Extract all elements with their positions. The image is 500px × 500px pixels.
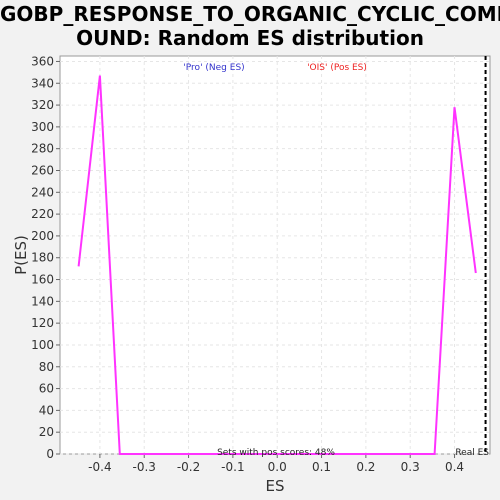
- series-layer: [77, 75, 477, 455]
- x-tick-label: 0.0: [268, 460, 287, 474]
- neg-es-label: 'Pro' (Neg ES): [183, 63, 244, 73]
- chart-title-line-2: OUND: Random ES distribution: [76, 26, 424, 50]
- x-tick-label: 0.1: [312, 460, 331, 474]
- plot-area: [59, 55, 491, 455]
- y-tick-label: 320: [31, 98, 54, 112]
- y-tick-label: 220: [31, 207, 54, 221]
- pos-scores-annotation: Sets with pos scores: 48%: [217, 448, 335, 458]
- y-tick-label: 0: [46, 447, 54, 461]
- y-tick-label: 80: [39, 360, 54, 374]
- pos-es-label: 'OIS' (Pos ES): [307, 63, 367, 73]
- x-tick-label: 0.2: [356, 460, 375, 474]
- y-axis-ticks: 0 20 40 60 80 100 120 140 160 180 200 220 240 260 280 3…: [31, 54, 60, 461]
- grid-lines: [60, 56, 490, 455]
- x-tick-label: 0.4: [445, 460, 464, 474]
- x-tick-label: -0.1: [221, 460, 244, 474]
- y-tick-label: 120: [31, 316, 54, 330]
- y-tick-label: 160: [31, 273, 54, 287]
- chart-title: GOBP_RESPONSE_TO_ORGANIC_CYCLIC_COMP OUN…: [0, 2, 500, 50]
- x-tick-label: -0.4: [88, 460, 111, 474]
- y-tick-label: 180: [31, 251, 54, 265]
- y-tick-label: 40: [39, 403, 54, 417]
- y-tick-label: 100: [31, 338, 54, 352]
- y-tick-label: 140: [31, 294, 54, 308]
- series-line: [77, 75, 477, 455]
- y-tick-label: 360: [31, 54, 54, 68]
- y-tick-label: 340: [31, 76, 54, 90]
- y-tick-label: 20: [39, 425, 54, 439]
- chart-title-line-1: GOBP_RESPONSE_TO_ORGANIC_CYCLIC_COMP: [0, 2, 500, 26]
- x-axis-label: ES: [266, 477, 285, 495]
- y-tick-label: 260: [31, 163, 54, 177]
- x-tick-label: 0.3: [401, 460, 420, 474]
- y-tick-label: 60: [39, 382, 54, 396]
- y-tick-label: 300: [31, 120, 54, 134]
- y-tick-label: 200: [31, 229, 54, 243]
- real-es-label: Real ES: [455, 448, 489, 458]
- y-axis-label: P(ES): [12, 235, 30, 275]
- x-tick-label: -0.3: [133, 460, 156, 474]
- y-tick-label: 240: [31, 185, 54, 199]
- x-axis-ticks: -0.4 -0.3 -0.2 -0.1 0.0 0.1 0.2 0.3 0.4: [88, 454, 464, 474]
- y-tick-label: 280: [31, 142, 54, 156]
- x-tick-label: -0.2: [177, 460, 200, 474]
